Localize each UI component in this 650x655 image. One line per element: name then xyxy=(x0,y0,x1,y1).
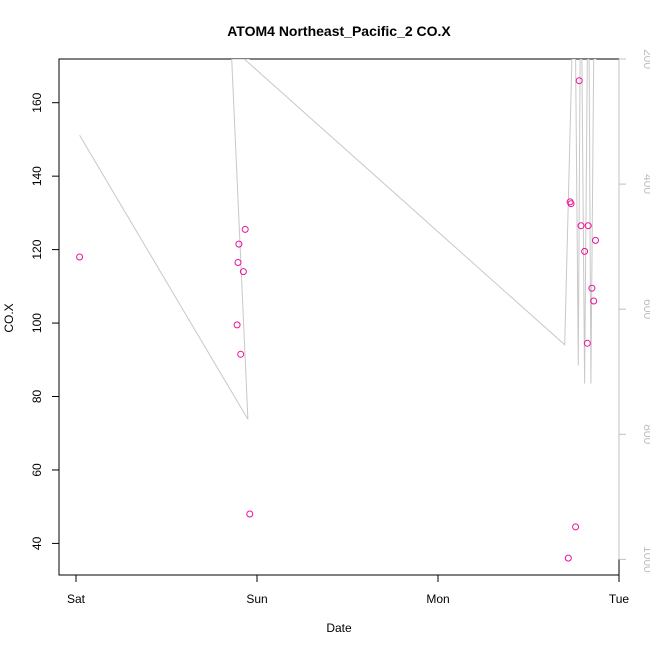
x-tick-label: Tue xyxy=(609,592,630,606)
data-point xyxy=(583,339,591,347)
x-tick-label: Mon xyxy=(426,592,449,606)
data-point xyxy=(235,240,243,248)
line-series xyxy=(79,59,597,420)
data-point xyxy=(588,284,596,292)
data-point xyxy=(592,236,599,244)
data-point xyxy=(246,510,254,518)
data-point xyxy=(237,350,245,358)
x-tick-label: Sat xyxy=(67,592,86,606)
data-point xyxy=(234,259,242,266)
y-tick-label: 60 xyxy=(30,463,44,477)
y-tick-label: 120 xyxy=(30,239,44,259)
point-series xyxy=(76,77,599,562)
y-right-tick-label: 800 xyxy=(641,424,650,444)
y-right-tick-label: 400 xyxy=(641,174,650,194)
y-right-axis: 200 400 600 800 1000 xyxy=(618,49,650,573)
y-tick-label: 100 xyxy=(30,313,44,333)
x-tick-label: Sun xyxy=(246,592,267,606)
y-tick-label: 40 xyxy=(30,536,44,550)
data-point xyxy=(575,77,583,85)
y-axis: 40 60 80 100 120 140 160 xyxy=(30,92,60,550)
data-point xyxy=(567,200,575,208)
data-point xyxy=(584,222,592,230)
y-tick-label: 160 xyxy=(30,92,44,112)
y-right-tick-label: 200 xyxy=(641,49,650,69)
y-axis-label: CO.X xyxy=(2,303,16,332)
x-axis: Sat Sun Mon Tue xyxy=(67,574,630,606)
y-right-tick-label: 1000 xyxy=(641,546,650,573)
data-point xyxy=(590,297,598,305)
data-point xyxy=(564,554,572,562)
y-right-tick-label: 600 xyxy=(641,299,650,319)
plot-frame xyxy=(58,58,620,576)
y-tick-label: 140 xyxy=(30,166,44,186)
data-point xyxy=(233,321,241,329)
data-point xyxy=(581,247,589,255)
data-point xyxy=(241,225,249,233)
data-point xyxy=(239,268,247,276)
x-axis-label: Date xyxy=(326,621,352,635)
data-point xyxy=(577,222,585,230)
series-line xyxy=(79,59,597,420)
data-point xyxy=(76,253,84,261)
y-tick-label: 80 xyxy=(30,390,44,404)
data-point xyxy=(572,523,580,531)
chart-title: ATOM4 Northeast_Pacific_2 CO.X xyxy=(227,23,451,39)
